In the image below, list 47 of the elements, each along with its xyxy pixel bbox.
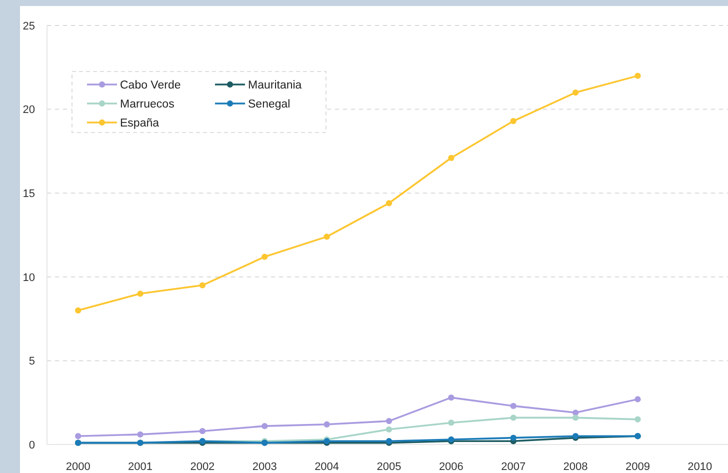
x-tick-label: 2001 [128,460,153,473]
point [199,282,206,288]
point [572,414,579,421]
point [75,433,82,440]
x-tick-label: 2004 [314,460,340,473]
point [262,254,268,260]
point [262,422,268,430]
x-tick-label: 2006 [438,460,464,473]
x-tick-label: 2007 [501,460,526,473]
point [634,72,641,79]
point [386,418,392,424]
y-tick-label: 0 [28,439,35,452]
point [386,426,392,432]
point [199,428,206,434]
point [510,402,516,410]
x-tick-label: 2010 [688,460,712,473]
point [448,394,454,401]
point [324,234,330,240]
y-tick-label: 10 [22,272,35,284]
point [137,431,144,438]
x-tick-label: 2005 [376,460,402,473]
point [137,290,144,297]
point [634,396,641,402]
y-tick-label: 15 [22,188,35,200]
point [572,89,579,96]
y-tick-label: 25 [22,20,35,32]
legend-label: España [120,118,160,130]
legend-label: Senegal [248,98,290,111]
point [386,200,392,206]
x-tick-label: 2003 [252,460,277,473]
point [448,420,454,426]
legend-label: Cabo Verde [120,80,181,92]
x-tick-label: 2008 [563,460,588,473]
legend-label: Mauritania [248,80,302,92]
y-tick-label: 5 [28,356,35,368]
point [634,416,641,422]
point [324,421,330,428]
point [510,414,516,421]
y-tick-label: 20 [22,104,35,116]
point [510,434,516,441]
x-tick-label: 2000 [66,460,90,473]
point [510,118,516,124]
x-tick-label: 2002 [190,460,215,473]
point [75,307,82,314]
point [448,154,454,161]
x-tick-label: 2009 [625,460,650,473]
legend-label: Marruecos [120,98,175,111]
